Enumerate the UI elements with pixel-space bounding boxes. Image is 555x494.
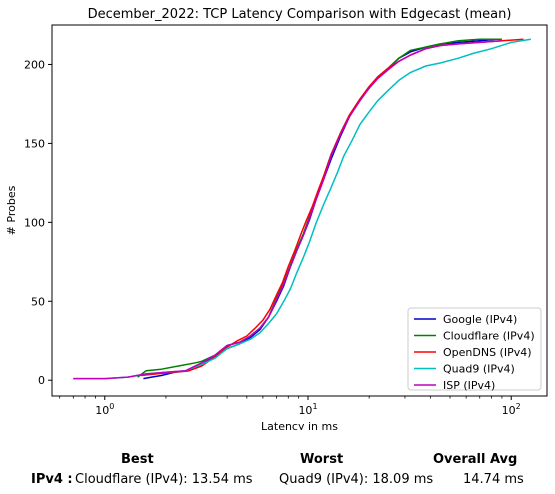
legend-box [407,307,542,391]
series-line-quad9-ipv4 [73,38,532,380]
x-tick-label: 101 [298,402,317,417]
overall-avg-header: Overall Avg [433,452,518,467]
x-tick-label: 102 [502,402,521,417]
legend-label: ISP (IPv4) [443,379,495,392]
y-tick-label: 0 [38,374,45,387]
best-value: Cloudflare (IPv4): 13.54 ms [75,472,253,487]
ipv4-row-label: IPv4 : [31,472,73,487]
chart-title: December_2022: TCP Latency Comparison wi… [88,7,512,22]
worst-header: Worst [300,452,344,467]
y-tick-label: 200 [24,58,45,71]
x-axis-label: Latency in ms [261,420,338,430]
x-tick-label: 100 [95,402,114,417]
y-tick-label: 100 [24,216,45,229]
series-line-isp-ipv4 [73,40,502,380]
latency-chart: December_2022: TCP Latency Comparison wi… [5,7,548,430]
y-axis-label: # Probes [5,185,18,235]
worst-value: Quad9 (IPv4): 18.09 ms [279,472,434,487]
legend-label: OpenDNS (IPv4) [443,346,532,359]
legend-label: Cloudflare (IPv4) [443,330,535,343]
best-header: Best [121,452,154,467]
legend-label: Google (IPv4) [443,313,517,326]
y-tick-label: 150 [24,137,45,150]
plot-frame [51,24,548,397]
y-tick-label: 50 [31,295,45,308]
overall-avg-value: 14.74 ms [463,472,524,487]
legend-label: Quad9 (IPv4) [443,363,515,376]
